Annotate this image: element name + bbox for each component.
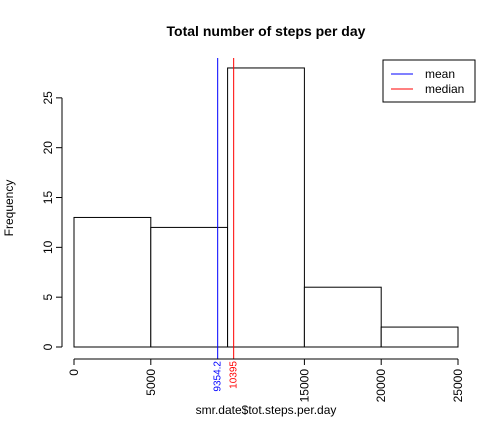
y-tick-label: 20 — [41, 141, 55, 155]
mean-value-label: 9354.2 — [213, 361, 224, 392]
y-tick-label: 15 — [41, 191, 55, 205]
x-tick-label: 5000 — [144, 369, 158, 396]
histogram-bar-4 — [380, 326, 459, 348]
legend-label-mean: mean — [425, 67, 455, 81]
legend-box — [382, 59, 476, 103]
x-axis: 0 5000 15000 20000 25000 — [67, 358, 465, 403]
x-axis-label: smr.date$tot.steps.per.day — [196, 403, 337, 417]
x-tick-label: 0 — [67, 369, 81, 376]
histogram-bar-0 — [73, 216, 152, 348]
x-tick-label: 15000 — [297, 369, 311, 403]
histogram-bar-3 — [303, 286, 382, 348]
x-tick-label: 20000 — [374, 369, 388, 403]
histogram-bar-2 — [227, 67, 305, 348]
y-tick-label: 0 — [41, 343, 55, 350]
histogram-bars — [73, 67, 459, 348]
reference-lines: 9354.2 10395 — [213, 58, 240, 392]
y-axis: 0 5 10 15 20 25 — [41, 91, 63, 350]
histogram-bar-1 — [150, 226, 229, 348]
y-tick-label: 5 — [41, 294, 55, 301]
y-tick-label: 25 — [41, 91, 55, 105]
y-axis-label: Frequency — [2, 180, 16, 237]
legend-label-median: median — [425, 82, 464, 96]
x-tick-label: 25000 — [451, 369, 465, 403]
chart-title: Total number of steps per day — [167, 23, 366, 39]
y-tick-label: 10 — [41, 240, 55, 254]
median-value-label: 10395 — [229, 361, 240, 389]
